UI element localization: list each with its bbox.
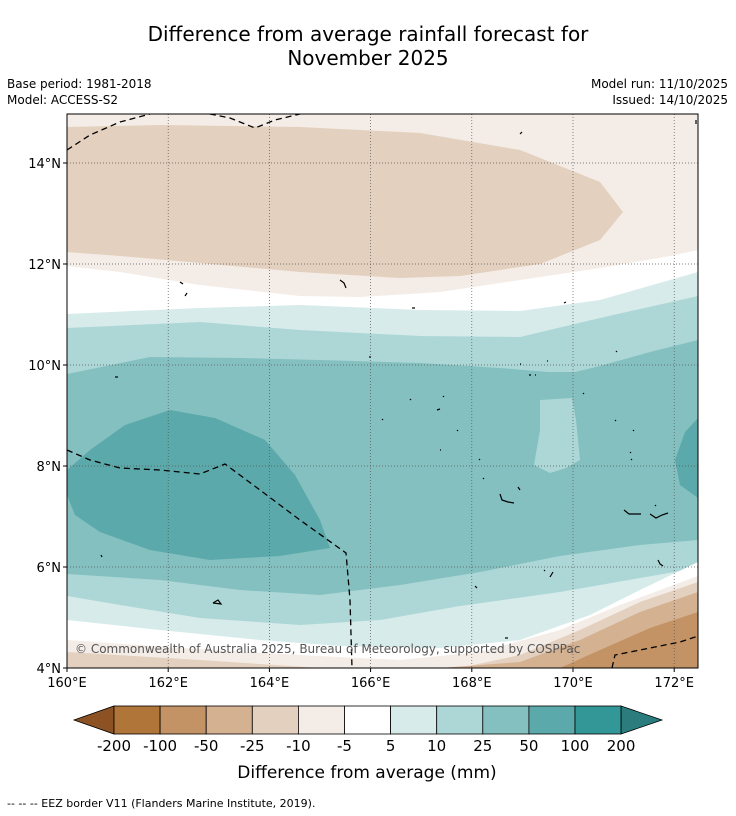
meta-right: Model run: 11/10/2025 Issued: 14/10/2025 <box>591 76 728 108</box>
lon-tick-label: 170°E <box>553 676 593 691</box>
colorbar: -200 -100 -50 -25 -10 -5 5 10 25 50 100 200 <box>72 705 664 755</box>
colorbar-cell <box>528 705 576 735</box>
colorbar-label: 100 <box>561 737 590 755</box>
map-frame <box>66 113 699 669</box>
band-notch-10-25 <box>534 398 580 473</box>
meta-left: Base period: 1981-2018 Model: ACCESS-S2 <box>7 76 152 108</box>
lon-tick-label: 164°E <box>250 676 290 691</box>
band-dry-light-south <box>67 576 698 668</box>
eez-borders <box>67 114 698 668</box>
model-run-text: Model run: 11/10/2025 <box>590 77 728 91</box>
lat-tick-label: 14°N <box>28 157 61 172</box>
title-line-2: November 2025 <box>287 46 449 70</box>
colorbar-label: 50 <box>519 737 538 755</box>
axis-ticks: 160°E 162°E 164°E 166°E 168°E 170°E 172°E 14°N 1… <box>28 157 694 691</box>
colorbar-label: -200 <box>97 737 131 755</box>
colorbar-cell <box>251 705 299 735</box>
islands <box>100 120 697 639</box>
colorbar-cell <box>574 705 622 735</box>
colorbar-cell <box>113 705 161 735</box>
colorbar-label: -50 <box>194 737 219 755</box>
eez-legend-text: -- -- -- EEZ border V11 (Flanders Marine… <box>7 797 316 810</box>
colorbar-label: -5 <box>337 737 352 755</box>
base-period-text: Base period: 1981-2018 <box>7 77 152 91</box>
issued-text: Issued: 14/10/2025 <box>612 93 728 107</box>
colorbar-label: -100 <box>143 737 177 755</box>
lat-tick-label: 12°N <box>28 258 61 273</box>
colorbar-label: 5 <box>386 737 396 755</box>
colorbar-cell <box>390 705 438 735</box>
colorbar-cell <box>297 705 345 735</box>
colorbar-label: 200 <box>607 737 636 755</box>
band-dry-50-100-south <box>560 612 698 668</box>
colorbar-cell <box>344 705 391 735</box>
lon-tick-label: 172°E <box>654 676 694 691</box>
colorbar-label: -10 <box>286 737 311 755</box>
title-line-1: Difference from average rainfall forecas… <box>147 22 589 46</box>
rainfall-field <box>67 114 698 668</box>
colorbar-cell <box>436 705 484 735</box>
graticule <box>67 114 698 668</box>
lon-tick-label: 160°E <box>47 676 87 691</box>
map-title: Difference from average rainfall forecas… <box>0 22 736 70</box>
colorbar-label: -25 <box>240 737 265 755</box>
colorbar-label: 10 <box>427 737 446 755</box>
lat-tick-label: 8°N <box>37 460 62 475</box>
lon-tick-label: 166°E <box>351 676 391 691</box>
copyright-text: © Commonwealth of Australia 2025, Bureau… <box>75 642 580 656</box>
colorbar-cell <box>205 705 253 735</box>
lat-tick-label: 10°N <box>28 359 61 374</box>
colorbar-label: 25 <box>473 737 492 755</box>
colorbar-cell <box>159 705 207 735</box>
colorbar-arrow-left <box>72 705 115 735</box>
colorbar-title: Difference from average (mm) <box>237 763 496 783</box>
lat-tick-label: 6°N <box>37 561 62 576</box>
band-wet-50-100-west <box>67 410 330 560</box>
lon-tick-label: 168°E <box>452 676 492 691</box>
lon-tick-label: 162°E <box>148 676 188 691</box>
colorbar-arrow-right <box>620 705 664 735</box>
model-text: Model: ACCESS-S2 <box>7 93 119 107</box>
colorbar-cell <box>482 705 530 735</box>
lat-tick-label: 4°N <box>37 662 62 677</box>
band-wet-50-100-east <box>675 418 698 498</box>
